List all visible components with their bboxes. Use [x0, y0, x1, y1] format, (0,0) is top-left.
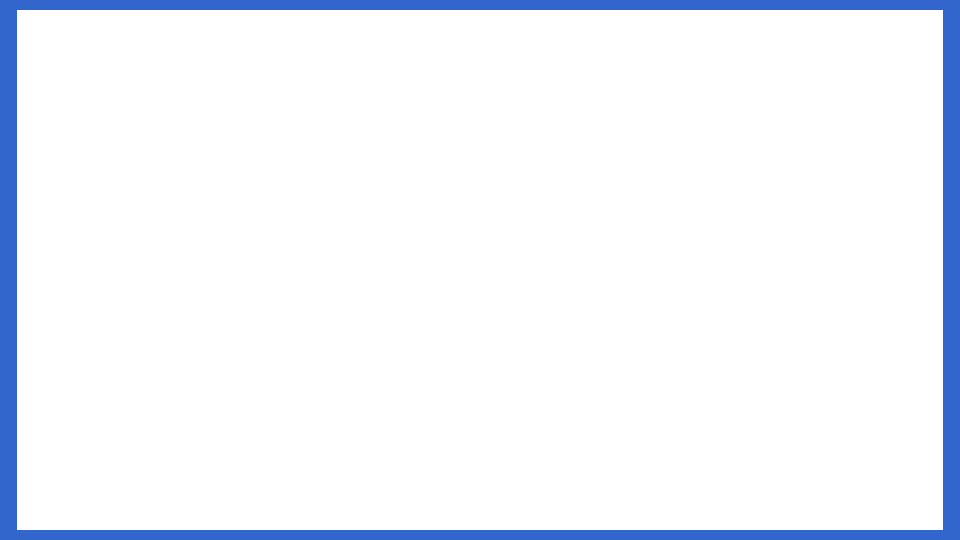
Text: • Cranial nerve I – olfactory nerve: • Cranial nerve I – olfactory nerve	[52, 150, 570, 179]
Text: V: V	[684, 50, 741, 119]
Text: • Sense of smell; anosmia: • Sense of smell; anosmia	[80, 202, 461, 230]
Text: • Vision: • Vision	[80, 312, 205, 340]
Text: • Cranial nerve IV - trochlear: • Cranial nerve IV - trochlear	[52, 422, 492, 451]
Text: elocity: elocity	[755, 50, 870, 79]
Text: Cranial Nerves (I-IV): Cranial Nerves (I-IV)	[52, 71, 496, 109]
Text: Collaborative: Collaborative	[830, 121, 913, 134]
FancyBboxPatch shape	[684, 84, 913, 118]
Text: • Cranial nerve II – optic nerve: • Cranial nerve II – optic nerve	[52, 260, 519, 288]
Text: • Cranial nerve III – oculomotor nerve: • Cranial nerve III – oculomotor nerve	[52, 369, 626, 399]
Text: HEALTHCARE: HEALTHCARE	[689, 87, 851, 107]
